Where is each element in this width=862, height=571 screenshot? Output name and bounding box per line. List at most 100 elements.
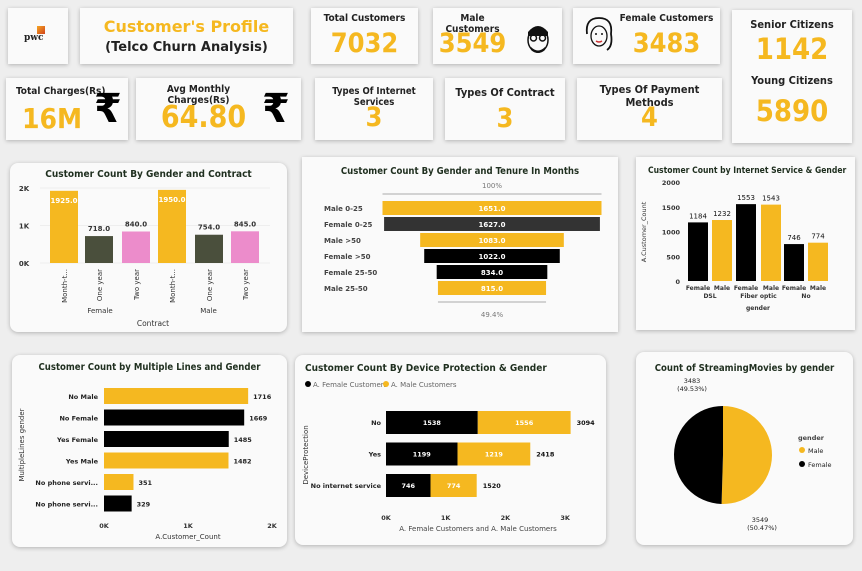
- bar: [712, 220, 732, 281]
- bottom-percent: 49.4%: [481, 311, 504, 319]
- chart-gender-contract: 0K 1K 2K 1925.0 Month-t... 718.0 One year 840.0…: [10, 163, 287, 332]
- chart-title: Customer Count By Gender and Tenure In M…: [340, 166, 580, 177]
- x-tick-label: Female: [782, 285, 806, 292]
- bar: [808, 242, 828, 281]
- kpi-value: 16M: [22, 102, 83, 135]
- kpi-value: 3: [365, 102, 383, 133]
- chart-title: Customer Count By Gender and Contract: [45, 169, 252, 180]
- chart-gender-tenure: 100% 1651.0 Male 0-25 1627.0 Female 0-25 1083…: [302, 157, 618, 332]
- kpi-label: Total Customers: [323, 13, 406, 24]
- page-subtitle: (Telco Churn Analysis): [105, 40, 268, 55]
- data-label: 1543: [762, 195, 780, 203]
- funnel-bar: [384, 217, 600, 231]
- slice-pct: (50.47%): [747, 524, 777, 532]
- data-label: 1184: [689, 212, 707, 220]
- bar: [122, 231, 150, 263]
- bar: [104, 495, 132, 512]
- y-tick-label: 0K: [19, 260, 30, 268]
- slice-pct: (49.53%): [677, 385, 707, 393]
- kpi-female-customers: Female Customers 3483: [573, 8, 720, 64]
- category-label: Yes Female: [56, 436, 99, 444]
- bar-segment: [386, 442, 458, 466]
- category-label: No Male: [68, 393, 98, 401]
- bar: [158, 189, 186, 263]
- data-label: 815.0: [481, 285, 503, 293]
- bar: [104, 431, 229, 447]
- x-tick-label: One year: [206, 269, 214, 301]
- group-label: No: [801, 293, 810, 300]
- funnel-bar: [382, 201, 602, 215]
- data-label: 1556: [515, 419, 534, 427]
- kpi-citizens: Senior Citizens 1142 Young Citizens 5890: [732, 10, 852, 143]
- x-tick-label: Female: [686, 285, 710, 292]
- kpi-label: Avg Monthly Charges(Rs): [166, 84, 231, 106]
- chart-multiple-lines: 1716 No Male 1669 No Female 1485 Yes Female 14…: [12, 355, 287, 547]
- funnel-bar: [436, 265, 548, 279]
- bar: [761, 204, 781, 281]
- x-tick-label: Two year: [242, 269, 250, 301]
- y-tick-label: 500: [666, 253, 680, 261]
- pie-slice: [721, 406, 772, 504]
- legend-marker: [383, 381, 389, 387]
- data-label: 1651.0: [478, 205, 505, 213]
- category-label: No phone servi...: [35, 479, 98, 487]
- data-label: 1022.0: [478, 253, 505, 261]
- category-label: Female >50: [324, 253, 371, 261]
- bar: [104, 409, 245, 426]
- bar: [784, 244, 804, 281]
- x-tick-label: Two year: [133, 269, 141, 301]
- x-tick-label: 1K: [183, 522, 194, 530]
- group-label: DSL: [703, 293, 716, 300]
- category-label: Male >50: [324, 237, 361, 245]
- kpi-internet-types: Types Of Internet Services 3: [315, 78, 433, 140]
- chart-streaming-movies: 3549 (50.47%) 3483 (49.53%) gender Male Female…: [636, 352, 853, 545]
- bar: [195, 234, 223, 263]
- x-axis-title: A.Customer_Count: [155, 533, 220, 541]
- bar-segment: [430, 474, 477, 497]
- group-label: Female: [87, 307, 112, 315]
- category-label: No internet service: [311, 482, 382, 490]
- slice-label: 3549: [752, 516, 769, 524]
- data-label: 840.0: [125, 221, 147, 229]
- title-card: Customer's Profile (Telco Churn Analysis…: [80, 8, 293, 64]
- data-label: 1627.0: [478, 221, 505, 229]
- total-label: 2418: [536, 451, 555, 459]
- category-label: No phone servi...: [35, 501, 98, 509]
- label: 1925.0: [50, 197, 77, 205]
- kpi-value: 3: [496, 103, 514, 134]
- kpi-label: Female Customers: [619, 13, 714, 24]
- slice-label: 3483: [684, 377, 701, 385]
- category-label: Female 25-50: [324, 269, 377, 277]
- group-label: Male: [200, 307, 217, 315]
- y-axis-title: MultipleLines gender: [18, 408, 26, 481]
- data-label: 1232: [713, 210, 731, 218]
- logo-card: pwc: [8, 8, 68, 64]
- kpi-avg-monthly: Avg Monthly Charges(Rs) 64.80 ₹: [136, 78, 301, 140]
- total-label: 1520: [483, 482, 502, 490]
- kpi-label: Male Customers: [445, 13, 500, 35]
- kpi-value-senior: 1142: [755, 32, 829, 66]
- category-label: Male 25-50: [324, 285, 368, 293]
- pie-slice: [673, 406, 723, 504]
- chart-title: Customer Count By Device Protection & Ge…: [305, 363, 547, 374]
- x-tick-label: 0K: [99, 522, 110, 530]
- kpi-total-customers: Total Customers 7032: [311, 8, 418, 64]
- legend-marker: [799, 447, 805, 453]
- kpi-value: 3483: [632, 28, 701, 59]
- x-tick-label: 2K: [501, 514, 512, 522]
- data-label: 1219: [485, 451, 504, 459]
- bar-segment: [386, 474, 431, 497]
- x-tick-label: Month-t...: [169, 269, 177, 303]
- data-label: 1716: [253, 393, 272, 401]
- category-label: Yes: [368, 451, 382, 459]
- kpi-label: Types Of Internet Services: [332, 86, 416, 108]
- data-label: 1553: [737, 194, 755, 202]
- kpi-payment-types: Types Of Payment Methods 4: [577, 78, 722, 140]
- funnel-bar: [437, 281, 547, 295]
- kpi-value: 3549: [438, 28, 507, 59]
- x-axis-title: A. Female Customers and A. Male Customer…: [399, 525, 557, 533]
- data-label: 746: [787, 234, 801, 242]
- chart-internet-gender: 0 500 1000 1500 2000 A.Customer_Count 1184 Fema…: [636, 157, 855, 330]
- y-tick-label: 2K: [19, 185, 30, 193]
- x-axis-title: Contract: [137, 319, 169, 328]
